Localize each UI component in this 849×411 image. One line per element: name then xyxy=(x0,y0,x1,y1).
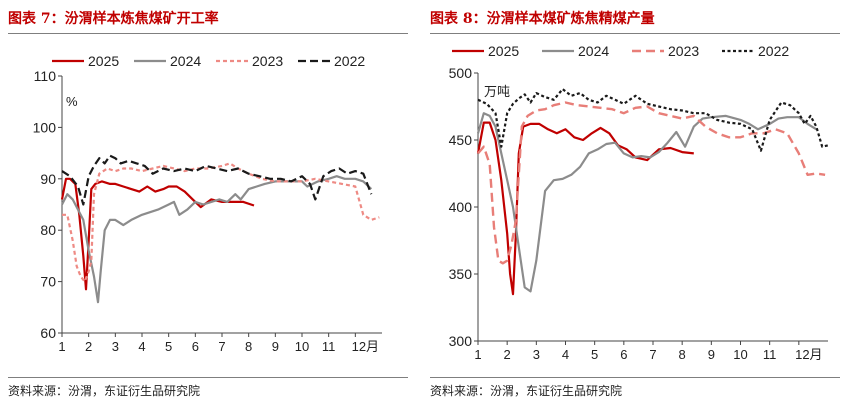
chart1-x-tick-label: 7 xyxy=(218,339,225,354)
chart2-legend-label-2023: 2023 xyxy=(668,43,699,59)
chart2-y-tick-label: 350 xyxy=(449,266,473,282)
left-footer-rule xyxy=(8,377,408,378)
chart1-x-tick-label: 4 xyxy=(138,339,145,354)
chart1-x-tick-label: 6 xyxy=(192,339,199,354)
chart2-x-tick-label: 4 xyxy=(562,347,569,362)
right-source-note: 资料来源：汾渭，东证衍生品研究院 xyxy=(430,384,623,398)
chart2-series-2023 xyxy=(477,101,826,265)
left-source-note: 资料来源：汾渭，东证衍生品研究院 xyxy=(8,384,201,398)
chart1-x-tick-label: 5 xyxy=(165,339,172,354)
chart1-y-tick-label: 60 xyxy=(40,325,56,341)
chart1-legend-label-2022: 2022 xyxy=(334,53,365,69)
chart1-series-2024 xyxy=(61,175,373,304)
chart2-y-tick-label: 400 xyxy=(449,199,473,215)
chart1-y-tick-label: 110 xyxy=(34,68,57,84)
chart1-series-2022 xyxy=(61,154,373,206)
chart2-y-tick-label: 500 xyxy=(449,65,473,81)
chart2-y-tick-label: 450 xyxy=(449,132,473,148)
chart2-legend-label-2024: 2024 xyxy=(578,43,609,59)
chart2-unit-label: 万吨 xyxy=(484,84,510,99)
chart1-y-tick-label: 80 xyxy=(40,222,56,238)
chart2-series-2024 xyxy=(476,112,817,293)
chart1-x-tick-label: 10 xyxy=(295,339,309,354)
right-title-rule xyxy=(430,33,840,34)
chart1-x-tick-label: 2 xyxy=(85,339,92,354)
left-chart-title: 图表 7：汾渭样本炼焦煤矿开工率 xyxy=(8,11,219,27)
chart2-x-tick-label: 10 xyxy=(733,347,747,362)
chart1-x-tick-label: 3 xyxy=(112,339,119,354)
chart2-x-tick-label: 8 xyxy=(679,347,686,362)
chart1-legend-label-2023: 2023 xyxy=(252,53,283,69)
chart1-series-2025 xyxy=(60,177,255,291)
chart2-x-tick-label: 1 xyxy=(474,347,481,362)
chart2-legend-label-2025: 2025 xyxy=(488,43,519,59)
chart2-x-tick-label: 5 xyxy=(591,347,598,362)
chart2-x-tick-label: 7 xyxy=(649,347,656,362)
chart1-y-tick-label: 70 xyxy=(40,274,56,290)
right-footer-rule xyxy=(430,377,840,378)
chart1-x-tick-label: 8 xyxy=(245,339,252,354)
chart1-unit-label: % xyxy=(66,94,78,109)
chart1-x-tick-label: 1 xyxy=(58,339,65,354)
chart1-legend-label-2025: 2025 xyxy=(88,53,119,69)
chart1-y-tick-label: 90 xyxy=(40,171,56,187)
chart1-x-tick-label: 11 xyxy=(322,339,336,354)
chart2-legend-label-2022: 2022 xyxy=(758,43,789,59)
chart2-x-tick-label: 3 xyxy=(533,347,540,362)
chart1-y-tick-label: 100 xyxy=(33,119,57,135)
chart2-x-tick-label: 12月 xyxy=(795,347,822,362)
chart2-y-tick-label: 300 xyxy=(449,333,473,349)
chart2-x-tick-label: 9 xyxy=(708,347,715,362)
right-line-chart: 300 350 400 450 500 1 2 3 4 5 6 7 8 9 10 11 12月 万吨 2025 202… xyxy=(449,43,829,362)
left-line-chart: 60 70 80 90 100 110 1 2 3 4 5 6 7 8 9 10 11 12月% 2025 2024 2… xyxy=(33,53,382,354)
chart2-x-tick-label: 2 xyxy=(504,347,511,362)
chart2-x-tick-label: 6 xyxy=(620,347,627,362)
chart1-x-tick-label: 12月 xyxy=(352,339,379,354)
chart2-series-2025 xyxy=(476,121,694,296)
chart2-x-tick-label: 11 xyxy=(763,347,777,362)
right-chart-title: 图表 8：汾渭样本煤矿炼焦精煤产量 xyxy=(430,11,655,27)
chart2-series-2022 xyxy=(477,88,829,152)
left-title-rule xyxy=(8,33,408,34)
chart1-legend-label-2024: 2024 xyxy=(170,53,201,69)
chart1-x-tick-label: 9 xyxy=(272,339,279,354)
